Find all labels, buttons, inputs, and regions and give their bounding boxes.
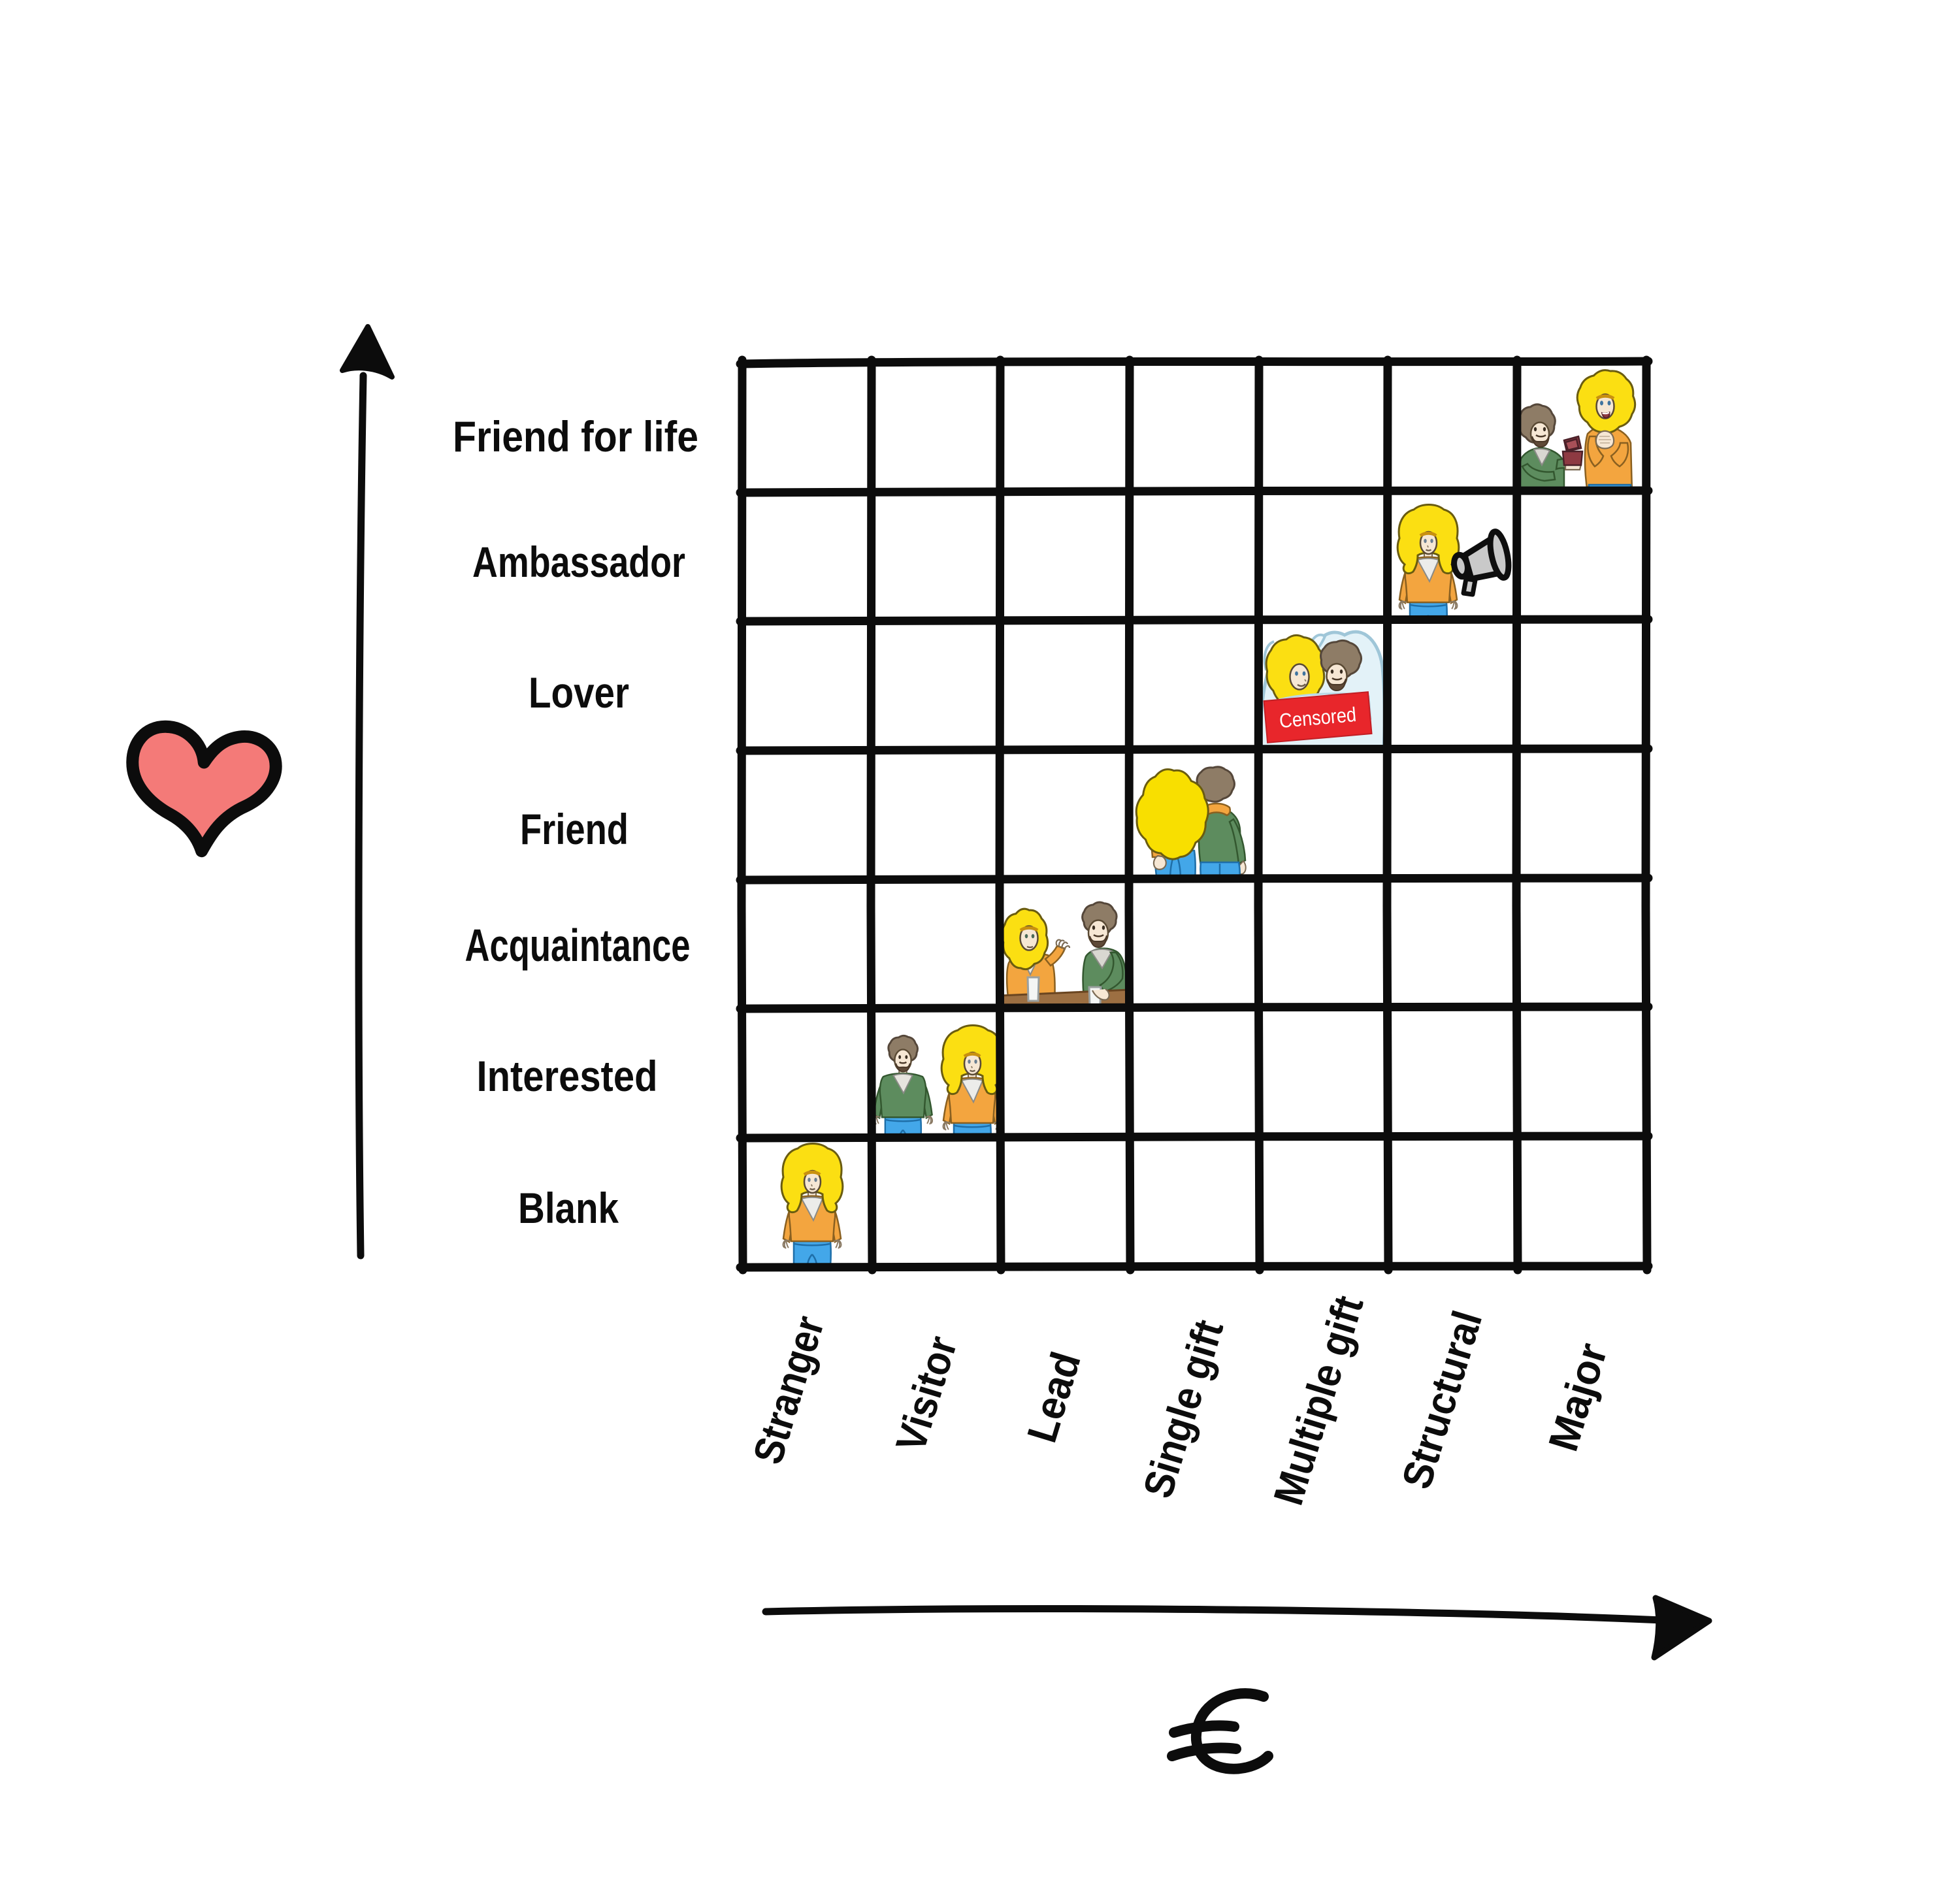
svg-text:Acquaintance: Acquaintance [465, 920, 691, 971]
svg-text:Lead: Lead [1018, 1346, 1090, 1448]
svg-text:Interested: Interested [477, 1052, 658, 1100]
svg-text:Visitor: Visitor [887, 1331, 966, 1457]
svg-text:Structural: Structural [1393, 1305, 1492, 1494]
svg-text:Major: Major [1539, 1338, 1616, 1457]
svg-text:Friend: Friend [520, 805, 629, 853]
svg-text:Single gift: Single gift [1134, 1314, 1233, 1503]
svg-text:Stranger: Stranger [744, 1310, 834, 1469]
svg-text:Ambassador: Ambassador [472, 538, 685, 586]
svg-text:Blank: Blank [518, 1184, 619, 1232]
svg-text:Multiple gift: Multiple gift [1264, 1290, 1372, 1510]
svg-text:Friend for life: Friend for life [453, 412, 698, 461]
svg-text:Lover: Lover [529, 668, 629, 717]
